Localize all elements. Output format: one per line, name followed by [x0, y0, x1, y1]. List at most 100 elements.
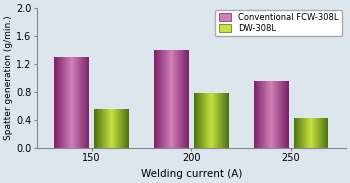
Bar: [62, 57, 63, 148]
Bar: [120, 109, 121, 148]
Bar: [296, 118, 297, 148]
Bar: [265, 81, 266, 148]
Bar: [181, 50, 182, 148]
Bar: [278, 81, 279, 148]
Bar: [258, 81, 259, 148]
Bar: [155, 50, 156, 148]
Bar: [196, 93, 197, 148]
Bar: [56, 57, 57, 148]
Bar: [68, 57, 69, 148]
Bar: [226, 93, 227, 148]
Bar: [83, 57, 84, 148]
Bar: [325, 118, 326, 148]
Bar: [64, 57, 65, 148]
Bar: [99, 109, 100, 148]
Bar: [215, 93, 216, 148]
Bar: [272, 81, 273, 148]
Bar: [77, 57, 78, 148]
Bar: [172, 50, 173, 148]
Bar: [301, 118, 302, 148]
Bar: [124, 109, 125, 148]
Bar: [313, 118, 314, 148]
Bar: [61, 57, 62, 148]
Bar: [318, 118, 319, 148]
Bar: [209, 93, 210, 148]
Bar: [287, 81, 288, 148]
Bar: [200, 93, 201, 148]
Bar: [78, 57, 79, 148]
Bar: [63, 57, 64, 148]
Bar: [282, 81, 283, 148]
Bar: [176, 50, 177, 148]
Bar: [86, 57, 87, 148]
Bar: [270, 81, 271, 148]
Bar: [164, 50, 165, 148]
Bar: [264, 81, 265, 148]
Bar: [71, 57, 72, 148]
Bar: [123, 109, 124, 148]
Bar: [208, 93, 209, 148]
Bar: [112, 109, 113, 148]
Bar: [286, 81, 287, 148]
Bar: [168, 50, 169, 148]
Bar: [266, 81, 267, 148]
Bar: [88, 57, 89, 148]
Bar: [326, 118, 327, 148]
Bar: [108, 109, 109, 148]
Bar: [203, 93, 204, 148]
Bar: [210, 93, 211, 148]
Bar: [323, 118, 324, 148]
Bar: [298, 118, 299, 148]
Bar: [174, 50, 175, 148]
Bar: [167, 50, 168, 148]
Bar: [162, 50, 163, 148]
Bar: [280, 81, 281, 148]
Bar: [113, 109, 114, 148]
Bar: [195, 93, 196, 148]
Bar: [66, 57, 67, 148]
Bar: [81, 57, 82, 148]
Bar: [175, 50, 176, 148]
Bar: [128, 109, 129, 148]
Bar: [106, 109, 107, 148]
Bar: [82, 57, 83, 148]
Bar: [110, 109, 111, 148]
Bar: [254, 81, 255, 148]
Bar: [75, 57, 76, 148]
Bar: [206, 93, 207, 148]
Bar: [224, 93, 225, 148]
Bar: [199, 93, 200, 148]
Bar: [256, 81, 257, 148]
Bar: [317, 118, 318, 148]
Bar: [98, 109, 99, 148]
Bar: [277, 81, 278, 148]
Bar: [127, 109, 128, 148]
Bar: [105, 109, 106, 148]
Bar: [308, 118, 309, 148]
Bar: [269, 81, 270, 148]
Bar: [283, 81, 284, 148]
Bar: [303, 118, 304, 148]
Bar: [59, 57, 60, 148]
Bar: [85, 57, 86, 148]
Bar: [218, 93, 219, 148]
Bar: [304, 118, 305, 148]
Bar: [217, 93, 218, 148]
Bar: [201, 93, 202, 148]
Bar: [281, 81, 282, 148]
Bar: [161, 50, 162, 148]
Bar: [185, 50, 186, 148]
Bar: [309, 118, 310, 148]
Bar: [119, 109, 120, 148]
Bar: [165, 50, 166, 148]
Bar: [180, 50, 181, 148]
Bar: [295, 118, 296, 148]
Bar: [160, 50, 161, 148]
Bar: [319, 118, 320, 148]
Bar: [182, 50, 183, 148]
Bar: [72, 57, 73, 148]
Bar: [299, 118, 300, 148]
Bar: [216, 93, 217, 148]
Bar: [227, 93, 228, 148]
Y-axis label: Spatter generation (g/min.): Spatter generation (g/min.): [4, 16, 13, 140]
